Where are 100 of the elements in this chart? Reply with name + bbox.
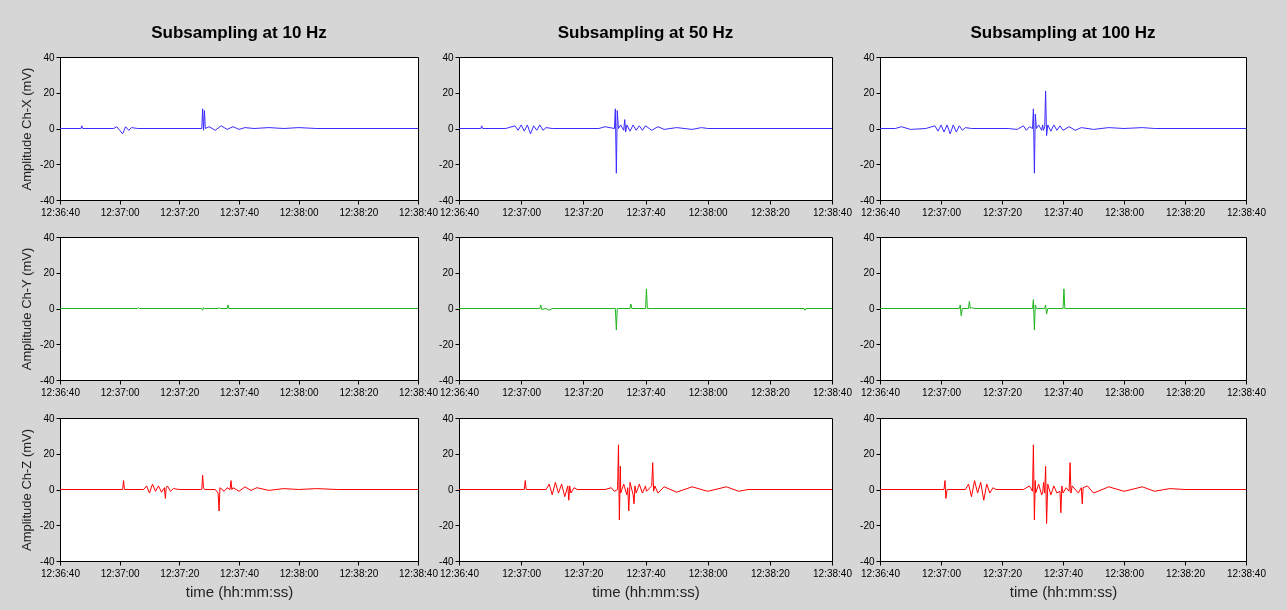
x-tick-label: 12:38:40 (399, 386, 439, 398)
chart-title: Subsampling at 100 Hz (970, 23, 1156, 42)
y-tick-label: -20 (40, 338, 55, 350)
x-tick-label: 12:38:20 (1166, 386, 1206, 398)
x-tick-label: 12:38:00 (688, 386, 729, 398)
y-tick-label: -20 (860, 338, 875, 350)
y-tick-label: 0 (868, 484, 875, 495)
line-series (459, 288, 832, 331)
x-tick-label: 12:37:00 (502, 206, 542, 218)
y-tick-label: 0 (868, 123, 875, 134)
x-tick-label: 12:38:00 (1105, 206, 1145, 218)
x-tick-label: 12:37:20 (160, 206, 200, 218)
y-tick-label: 0 (48, 303, 55, 314)
x-tick-label: 12:37:00 (502, 386, 542, 398)
line-series (880, 90, 1246, 174)
chart-title: Subsampling at 10 Hz (151, 23, 327, 42)
x-tick-label: 12:38:00 (688, 567, 729, 579)
y-tick-label: 0 (48, 123, 55, 134)
x-tick-label: 12:37:40 (626, 386, 666, 398)
x-tick-label: 12:37:20 (983, 206, 1023, 218)
x-tick-label: 12:37:00 (922, 386, 962, 398)
line-series (459, 108, 832, 174)
y-axis-title: Amplitude Ch-Z (mV) (19, 428, 35, 552)
x-tick-label: 12:36:40 (440, 386, 480, 398)
line-series (459, 444, 832, 521)
x-tick-label: 12:37:00 (922, 206, 962, 218)
line-series (880, 288, 1246, 331)
y-tick-label: -40 (439, 374, 454, 386)
y-tick-label: 40 (863, 51, 875, 63)
x-tick-label: 12:37:40 (626, 567, 666, 579)
y-tick-label: -40 (40, 374, 55, 386)
x-tick-label: 12:38:40 (399, 567, 439, 579)
x-tick-label: 12:37:20 (160, 567, 200, 579)
x-tick-label: 12:37:40 (220, 206, 260, 218)
x-tick-label: 12:37:40 (626, 206, 666, 218)
x-tick-label: 12:36:40 (440, 206, 480, 218)
x-axis-title: time (hh:mm:ss) (1009, 582, 1118, 600)
y-tick-label: -20 (860, 158, 875, 170)
x-tick-label: 12:37:00 (502, 567, 542, 579)
x-tick-label: 12:37:00 (100, 386, 141, 398)
x-tick-label: 12:36:40 (861, 206, 901, 218)
x-axis-title: time (hh:mm:ss) (592, 582, 700, 600)
x-tick-label: 12:38:00 (1105, 386, 1145, 398)
y-tick-label: -40 (439, 194, 454, 206)
y-tick-label: 20 (442, 448, 454, 460)
x-tick-label: 12:38:20 (1166, 206, 1206, 218)
y-tick-label: 40 (442, 231, 454, 243)
x-tick-label: 12:38:20 (750, 567, 791, 579)
y-tick-label: -20 (439, 519, 454, 531)
x-tick-label: 12:37:20 (564, 567, 604, 579)
y-tick-label: 0 (447, 123, 454, 134)
y-tick-label: -40 (860, 374, 875, 386)
x-tick-label: 12:38:00 (1105, 567, 1145, 579)
y-tick-label: 40 (43, 412, 55, 424)
y-tick-label: 0 (48, 484, 55, 495)
x-tick-label: 12:37:20 (983, 567, 1023, 579)
x-axis-title: time (hh:mm:ss) (185, 582, 294, 600)
x-tick-label: 12:37:00 (922, 567, 962, 579)
x-tick-label: 12:36:40 (41, 206, 81, 218)
x-tick-label: 12:37:40 (1044, 567, 1084, 579)
y-tick-label: -20 (40, 158, 55, 170)
x-tick-label: 12:37:00 (100, 567, 141, 579)
x-tick-label: 12:38:40 (1227, 206, 1267, 218)
y-tick-label: 20 (43, 448, 55, 460)
y-tick-label: 20 (442, 87, 454, 99)
y-axis-title: Amplitude Ch-X (mV) (19, 67, 35, 191)
x-tick-label: 12:37:20 (564, 206, 604, 218)
y-tick-label: -20 (439, 158, 454, 170)
x-tick-label: 12:38:00 (688, 206, 729, 218)
y-tick-label: 0 (868, 303, 875, 314)
y-tick-label: 20 (442, 267, 454, 279)
x-tick-label: 12:38:40 (399, 206, 439, 218)
y-tick-label: -40 (439, 555, 454, 567)
x-tick-label: 12:36:40 (861, 386, 901, 398)
chart-title: Subsampling at 50 Hz (557, 23, 734, 42)
y-tick-label: -20 (40, 519, 55, 531)
x-tick-label: 12:38:20 (339, 567, 379, 579)
y-tick-label: -40 (40, 555, 55, 567)
x-tick-label: 12:37:00 (100, 206, 141, 218)
x-tick-label: 12:38:40 (1227, 567, 1267, 579)
x-tick-label: 12:38:20 (339, 206, 379, 218)
x-tick-label: 12:37:40 (220, 386, 260, 398)
x-tick-label: 12:36:40 (41, 386, 81, 398)
line-series (60, 108, 418, 135)
y-tick-label: 40 (442, 51, 454, 63)
y-tick-label: -40 (860, 194, 875, 206)
x-tick-label: 12:38:00 (279, 206, 320, 218)
y-tick-label: 40 (863, 231, 875, 243)
x-tick-label: 12:38:40 (1227, 386, 1267, 398)
y-tick-label: 20 (863, 448, 875, 460)
line-series (880, 444, 1246, 524)
y-tick-label: 40 (43, 51, 55, 63)
x-tick-label: 12:37:40 (1044, 386, 1084, 398)
x-tick-label: 12:36:40 (440, 567, 480, 579)
x-tick-label: 12:38:40 (813, 386, 853, 398)
x-tick-label: 12:37:40 (1044, 206, 1084, 218)
y-tick-label: -40 (40, 194, 55, 206)
x-tick-label: 12:36:40 (41, 567, 81, 579)
y-tick-label: 40 (442, 412, 454, 424)
y-tick-label: 0 (447, 303, 454, 314)
